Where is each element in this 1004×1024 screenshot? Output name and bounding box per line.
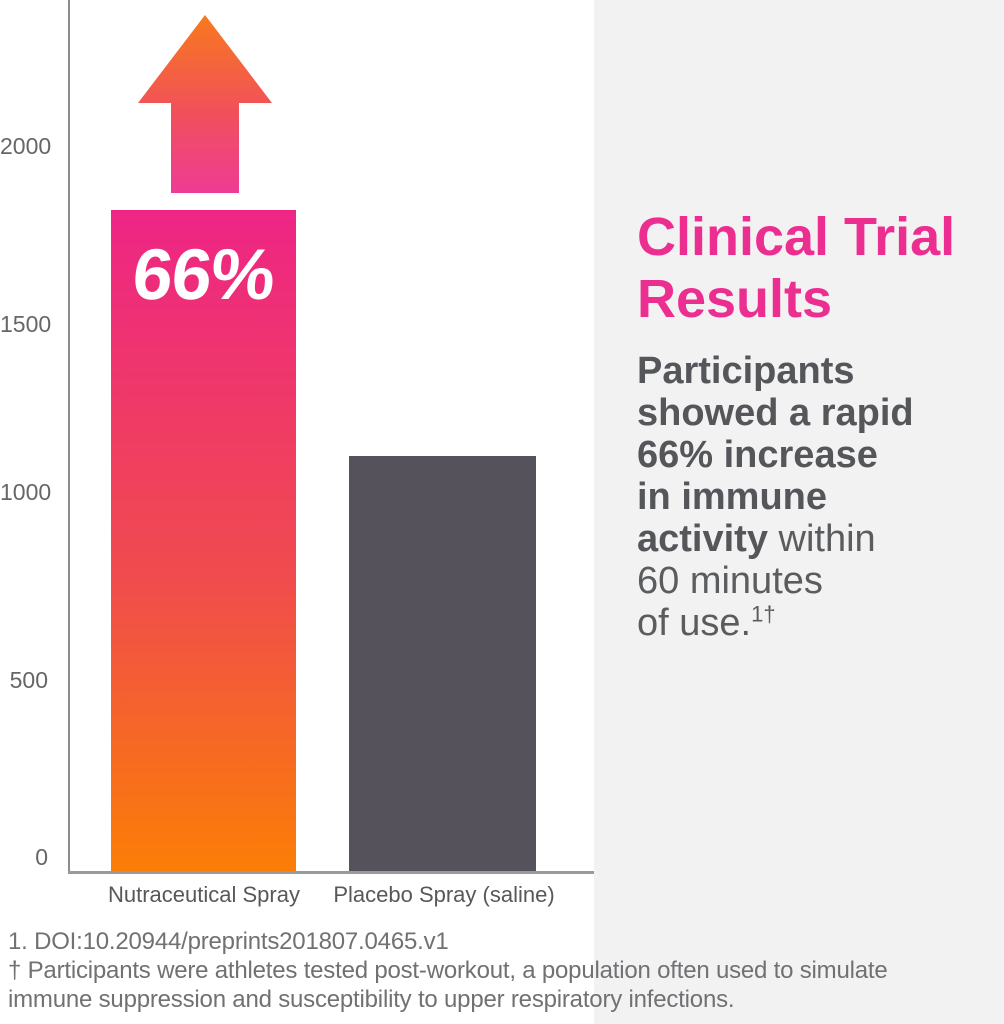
bar-value-label-66-percent: 66% xyxy=(129,235,278,315)
y-tick-500: 500 xyxy=(9,667,48,693)
results-panel-background xyxy=(594,0,1004,1024)
increase-up-arrow-icon xyxy=(138,15,272,193)
description-line: 66% increase xyxy=(637,434,878,476)
description-line: of use.1† xyxy=(637,601,776,644)
bar-placebo-spray xyxy=(349,456,536,871)
page-title-line-1: Clinical Trial xyxy=(637,207,956,267)
x-label-nutraceutical-spray: Nutraceutical Spray xyxy=(108,882,300,907)
y-tick-1000: 1000 xyxy=(0,479,52,505)
footnote-dagger-line-2: immune suppression and susceptibility to… xyxy=(8,986,735,1013)
y-tick-0: 0 xyxy=(35,844,48,870)
bar-nutraceutical-spray xyxy=(111,210,296,871)
description-line: activity within xyxy=(637,518,876,560)
footnote-doi: 1. DOI:10.20944/preprints201807.0465.v1 xyxy=(8,928,449,955)
description-line: Participants xyxy=(637,350,855,392)
y-tick-2000: 2000 xyxy=(0,133,52,159)
page-title-line-2: Results xyxy=(637,269,833,329)
footnotes: 1. DOI:10.20944/preprints201807.0465.v1 … xyxy=(8,927,998,1014)
results-description: Participants showed a rapid 66% increase… xyxy=(637,350,967,644)
page-title: Clinical Trial Results xyxy=(637,206,977,330)
y-axis-line xyxy=(68,0,70,873)
x-label-placebo-spray: Placebo Spray (saline) xyxy=(333,882,555,907)
description-line: in immune xyxy=(637,476,828,518)
description-line: showed a rapid xyxy=(637,392,914,434)
footnote-marker: 1† xyxy=(751,601,776,627)
y-tick-1500: 1500 xyxy=(0,311,52,337)
x-axis-line xyxy=(68,871,594,874)
description-line: 60 minutes xyxy=(637,560,823,602)
footnote-dagger-line-1: † Participants were athletes tested post… xyxy=(8,957,888,984)
